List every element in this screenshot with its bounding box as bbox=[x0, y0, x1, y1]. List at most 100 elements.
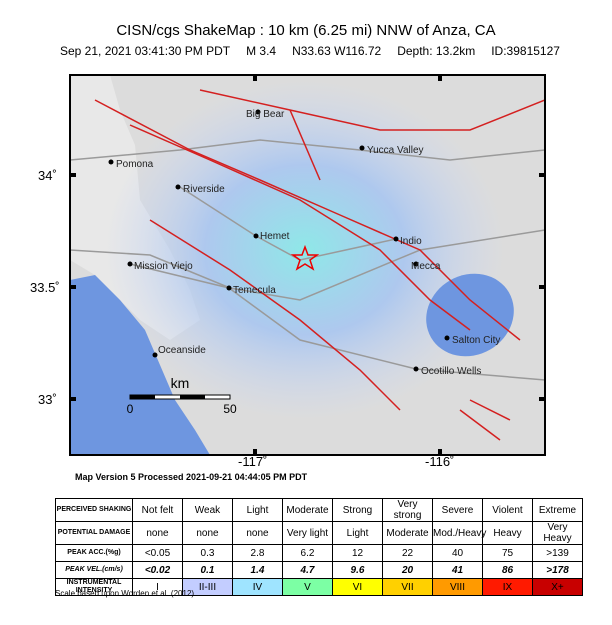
table-cell: Violent bbox=[482, 498, 533, 522]
table-cell: Very light bbox=[282, 521, 333, 545]
table-cell: VI bbox=[332, 578, 383, 596]
table-cell: Light bbox=[332, 521, 383, 545]
row-header: INSTRUMENTAL INTENSITY bbox=[55, 578, 133, 596]
lat-label: 33.5˚ bbox=[30, 280, 60, 295]
city-dot bbox=[152, 352, 158, 358]
city-label: Pomona bbox=[116, 159, 154, 170]
table-cell: >139 bbox=[532, 544, 583, 562]
table-row: INSTRUMENTAL INTENSITY I II-III IV V VI VII VII… bbox=[55, 578, 583, 596]
intensity-table: PERCEIVED SHAKING Not felt Weak Light Modera… bbox=[55, 498, 583, 596]
table-cell: VII bbox=[382, 578, 433, 596]
city-label: Ocotillo Wells bbox=[421, 366, 481, 377]
date: Sep 21, 2021 03:41:30 PM PDT bbox=[60, 44, 231, 58]
row-header: POTENTIAL DAMAGE bbox=[55, 521, 133, 545]
table-cell: 40 bbox=[432, 544, 483, 562]
ocean bbox=[70, 275, 210, 455]
city-dot bbox=[359, 145, 365, 151]
city-label: Indio bbox=[400, 236, 422, 247]
table-row: PEAK ACC.(%g) <0.05 0.3 2.8 6.2 12 22 40 75 >139 bbox=[55, 544, 583, 562]
table-cell: 6.2 bbox=[282, 544, 333, 562]
title: CISN/cgs ShakeMap : 10 km (6.25 mi) NNW … bbox=[116, 22, 496, 39]
table-cell: 75 bbox=[482, 544, 533, 562]
location: N33.63 W116.72 bbox=[292, 44, 382, 58]
table-cell: Very Heavy bbox=[532, 521, 583, 545]
table-cell: 0.3 bbox=[182, 544, 233, 562]
table-cell: Mod./Heavy bbox=[432, 521, 486, 545]
table-cell: Light bbox=[232, 498, 283, 522]
roads bbox=[70, 139, 545, 381]
lat-label: 33˚ bbox=[38, 392, 57, 407]
city-dot bbox=[127, 261, 133, 267]
row-header: PERCEIVED SHAKING bbox=[55, 498, 133, 522]
table-cell: Moderate bbox=[382, 521, 433, 545]
table-cell: none bbox=[132, 521, 183, 545]
city-label: Riverside bbox=[183, 184, 225, 195]
table-row: POTENTIAL DAMAGE none none none Very light Li… bbox=[55, 521, 583, 545]
city-dot bbox=[393, 236, 399, 242]
city-label: Temecula bbox=[233, 285, 276, 296]
table-cell: none bbox=[182, 521, 233, 545]
city-dot bbox=[413, 366, 419, 372]
city-label: Salton City bbox=[452, 335, 500, 346]
city-label: Mission Viejo bbox=[134, 261, 193, 272]
table-cell: IV bbox=[232, 578, 283, 596]
scale-unit: km bbox=[171, 375, 190, 391]
lon-label: -117˚ bbox=[238, 454, 268, 469]
city-dot bbox=[255, 109, 261, 115]
table-row: PERCEIVED SHAKING Not felt Weak Light Modera… bbox=[55, 498, 583, 522]
table-cell: 4.7 bbox=[282, 561, 333, 579]
city-label: Big Bear bbox=[246, 109, 285, 120]
scale-bar: km 0 50 bbox=[127, 375, 237, 416]
table-cell: IX bbox=[482, 578, 533, 596]
table-cell: none bbox=[232, 521, 283, 545]
footer: Scale based upon Worden et al. (2012) bbox=[55, 589, 195, 598]
table-cell: Moderate bbox=[282, 498, 333, 522]
table-cell: <0.05 bbox=[132, 544, 183, 562]
table-cell: II-III bbox=[182, 578, 233, 596]
table-cell: V bbox=[282, 578, 333, 596]
lat-label: 34˚ bbox=[38, 168, 57, 183]
city-dot bbox=[253, 233, 259, 239]
city-label: Mecca bbox=[411, 261, 441, 272]
table-cell: 41 bbox=[432, 561, 483, 579]
map-frame bbox=[69, 74, 546, 456]
table-cell: 12 bbox=[332, 544, 383, 562]
table-cell: VIII bbox=[432, 578, 483, 596]
city-label: Yucca Valley bbox=[367, 145, 424, 156]
table-cell: 20 bbox=[382, 561, 433, 579]
city-dot bbox=[226, 285, 232, 291]
shaking-area bbox=[105, 80, 505, 420]
city-dot bbox=[444, 335, 450, 341]
lon-label: -116˚ bbox=[425, 454, 455, 469]
table-cell: Severe bbox=[432, 498, 483, 522]
cities: Big Bear Yucca Valley Pomona Riverside Hemet… bbox=[108, 109, 500, 377]
epicenter bbox=[290, 244, 320, 271]
table-cell: 1.4 bbox=[232, 561, 283, 579]
table-cell: 86 bbox=[482, 561, 533, 579]
magnitude: M 3.4 bbox=[246, 44, 277, 58]
map-version: Map Version 5 Processed 2021-09-21 04:44… bbox=[75, 472, 308, 482]
table-cell: 9.6 bbox=[332, 561, 383, 579]
row-header: PEAK VEL.(cm/s) bbox=[55, 561, 133, 579]
depth: Depth: 13.2km bbox=[397, 44, 476, 58]
table-cell: Weak bbox=[182, 498, 233, 522]
map: Big Bear Yucca Valley Pomona Riverside Hemet… bbox=[69, 74, 546, 456]
table-cell: Strong bbox=[332, 498, 383, 522]
table-cell: Heavy bbox=[482, 521, 533, 545]
table-cell: I bbox=[132, 578, 183, 596]
city-label: Oceanside bbox=[158, 345, 206, 356]
frame-ticks bbox=[70, 75, 545, 455]
table-row: PEAK VEL.(cm/s) <0.02 0.1 1.4 4.7 9.6 20 41 86 >1… bbox=[55, 561, 583, 579]
table-cell: <0.02 bbox=[132, 561, 183, 579]
city-dot bbox=[108, 159, 114, 165]
city-label: Hemet bbox=[260, 231, 290, 242]
table-cell: Very strong bbox=[382, 498, 433, 522]
table-cell: 22 bbox=[382, 544, 433, 562]
salton-sea bbox=[426, 273, 514, 357]
row-header: PEAK ACC.(%g) bbox=[55, 544, 133, 562]
event-id: ID:39815127 bbox=[491, 44, 560, 58]
map-area: Big Bear Yucca Valley Pomona Riverside Hemet… bbox=[70, 75, 545, 455]
subtitle: Sep 21, 2021 03:41:30 PM PDT M 3.4 N33.6… bbox=[60, 44, 560, 58]
scale-start: 0 bbox=[127, 402, 134, 416]
